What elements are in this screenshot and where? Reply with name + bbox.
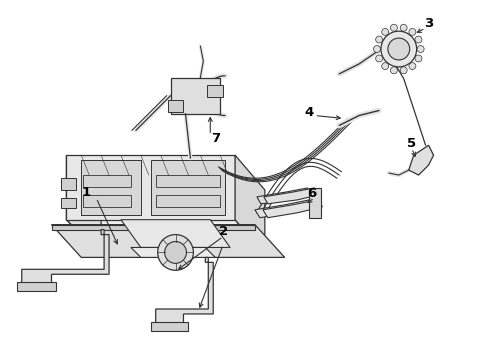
Text: 6: 6 (307, 188, 316, 201)
Polygon shape (17, 282, 56, 291)
Polygon shape (156, 195, 220, 207)
Circle shape (415, 55, 422, 62)
Polygon shape (151, 322, 189, 331)
Polygon shape (235, 155, 265, 255)
Polygon shape (66, 220, 265, 255)
Polygon shape (257, 188, 312, 204)
Polygon shape (51, 225, 285, 257)
Text: 7: 7 (211, 132, 220, 145)
Circle shape (373, 46, 380, 53)
Polygon shape (66, 155, 101, 255)
Polygon shape (171, 78, 220, 113)
Polygon shape (263, 200, 322, 218)
Polygon shape (409, 145, 434, 175)
Polygon shape (121, 220, 230, 247)
Circle shape (382, 28, 389, 35)
Circle shape (409, 63, 416, 69)
Polygon shape (255, 200, 315, 218)
Polygon shape (22, 230, 109, 289)
Text: 2: 2 (219, 225, 228, 238)
Circle shape (388, 38, 410, 60)
Polygon shape (83, 195, 131, 207)
Text: 5: 5 (407, 137, 416, 150)
Polygon shape (81, 160, 141, 215)
Text: 3: 3 (424, 17, 433, 30)
Polygon shape (151, 160, 225, 215)
Circle shape (381, 31, 416, 67)
Circle shape (382, 63, 389, 69)
Circle shape (409, 28, 416, 35)
Polygon shape (51, 225, 255, 230)
Polygon shape (156, 257, 213, 329)
Polygon shape (156, 175, 220, 187)
Circle shape (415, 36, 422, 43)
Circle shape (391, 24, 397, 31)
Text: 1: 1 (82, 186, 91, 199)
Circle shape (391, 67, 397, 74)
Polygon shape (83, 175, 131, 187)
Circle shape (376, 36, 383, 43)
Circle shape (165, 242, 187, 264)
Polygon shape (131, 247, 215, 257)
Polygon shape (61, 178, 76, 190)
Polygon shape (61, 198, 76, 208)
Circle shape (400, 24, 407, 31)
Polygon shape (310, 188, 321, 218)
Polygon shape (168, 100, 183, 112)
Circle shape (376, 55, 383, 62)
Circle shape (417, 46, 424, 53)
Circle shape (400, 67, 407, 74)
Text: 4: 4 (305, 106, 314, 119)
Polygon shape (207, 85, 223, 96)
Polygon shape (264, 188, 318, 204)
Polygon shape (66, 155, 235, 220)
Circle shape (158, 235, 194, 270)
